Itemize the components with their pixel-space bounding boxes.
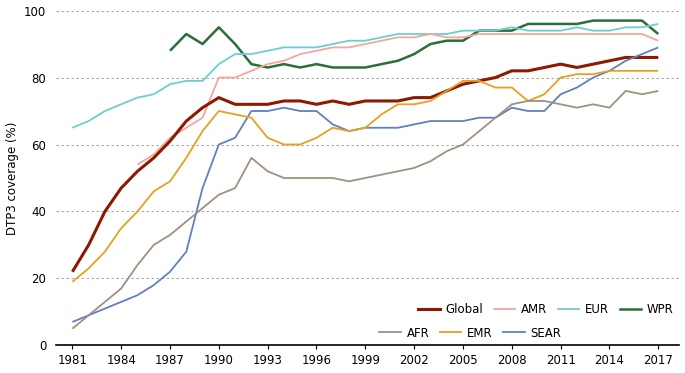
Y-axis label: DTP3 coverage (%): DTP3 coverage (%) [5, 121, 18, 235]
Legend: AFR, EMR, SEAR: AFR, EMR, SEAR [379, 326, 561, 339]
